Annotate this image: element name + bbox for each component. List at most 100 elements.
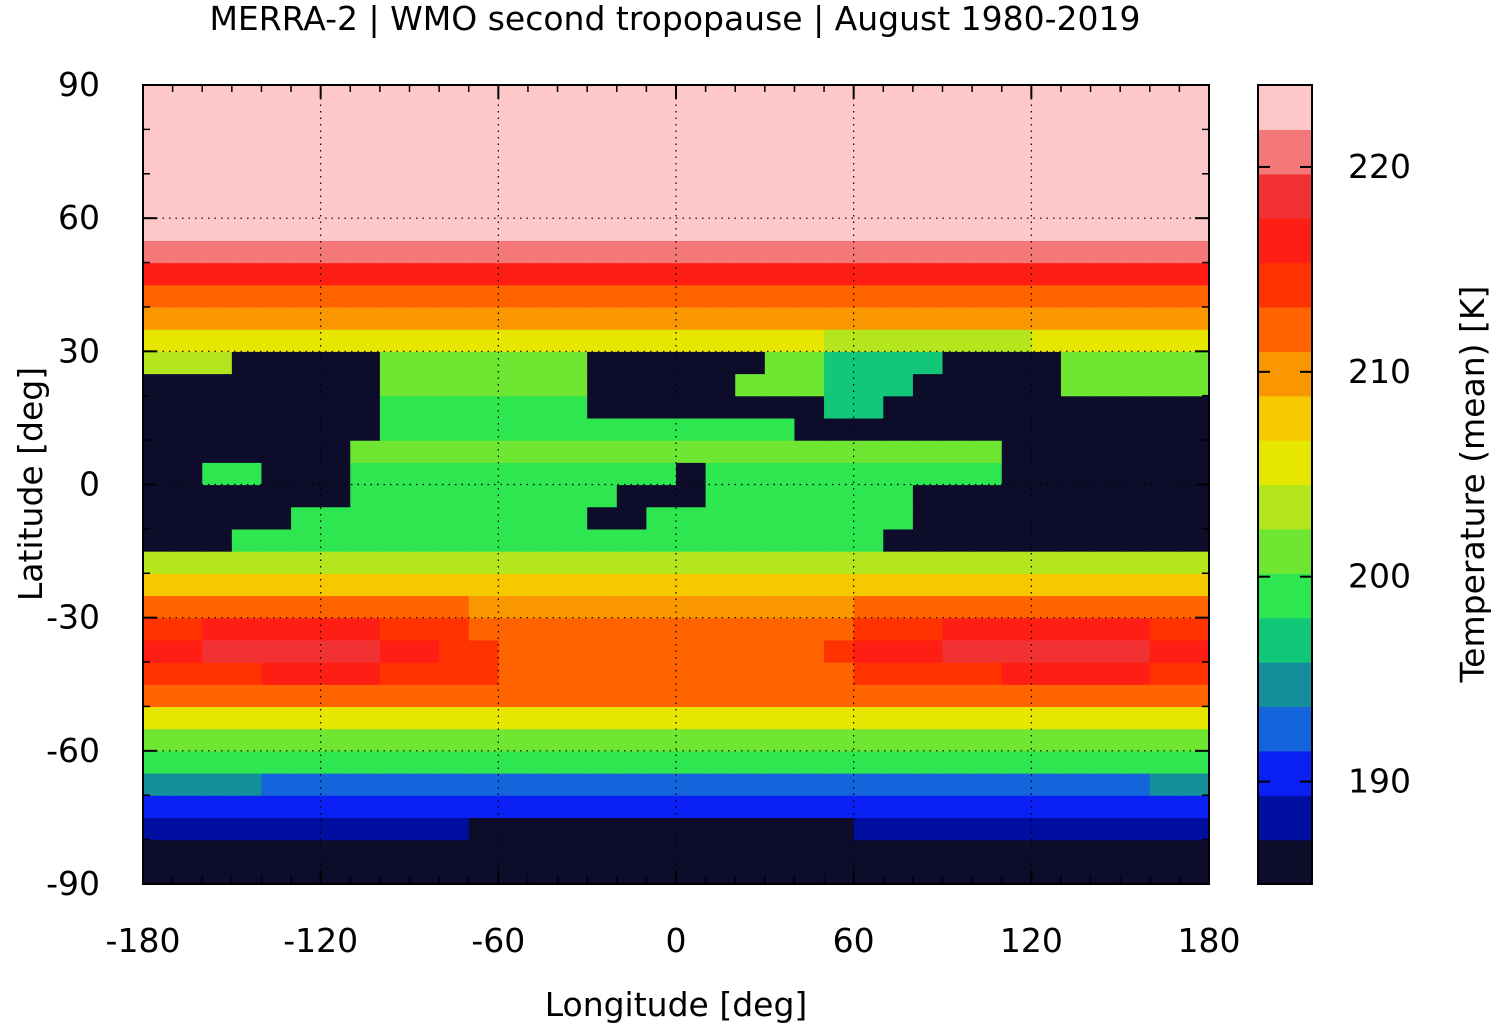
heatmap-cell [912,218,944,241]
heatmap-cell [379,817,411,841]
heatmap-cell [468,728,499,752]
heatmap-cell [883,528,914,552]
y-tick-label: 60 [58,198,100,237]
heatmap-cell [764,639,796,663]
heatmap-cell [231,595,263,619]
heatmap-cell [320,750,351,774]
heatmap-cell [883,240,914,264]
heatmap-cell [439,351,470,375]
heatmap-cell [587,795,618,819]
heatmap-cell [1001,528,1032,552]
heatmap-cell [1001,306,1032,330]
heatmap-cell [439,129,470,153]
heatmap-cell [883,462,914,486]
heatmap-cell [676,440,707,463]
heatmap-cell [853,462,884,486]
heatmap-cell [972,728,1003,752]
heatmap-cell [972,462,1003,486]
heatmap-cell [853,662,884,685]
heatmap-cell [824,617,855,641]
heatmap-cell [942,440,973,463]
heatmap-cell [409,85,440,108]
heatmap-cell [1060,395,1092,419]
heatmap-cell [350,595,381,619]
heatmap-cell [735,284,766,308]
heatmap-cell [1090,329,1121,352]
heatmap-cell [202,728,233,752]
heatmap-cell [202,795,233,819]
heatmap-cell [468,573,499,597]
heatmap-cell [1031,195,1062,219]
heatmap-cell [409,506,440,530]
heatmap-cell [824,795,855,819]
heatmap-cell [231,462,263,486]
heatmap-cell [735,750,766,774]
heatmap-cell [1060,417,1092,441]
heatmap-cell [409,240,440,264]
heatmap-cell [735,861,766,885]
heatmap-cell [1060,151,1092,175]
heatmap-cell [143,795,174,819]
heatmap-cell [853,129,884,153]
heatmap-cell [616,306,647,330]
heatmap-cell [1060,528,1092,552]
heatmap-cell [261,817,292,841]
heatmap-cell [557,306,588,330]
heatmap-cell [824,395,855,419]
heatmap-cell [1060,551,1092,574]
heatmap-cell [646,595,677,619]
heatmap-cell [853,284,884,308]
heatmap-cell [291,506,322,530]
x-axis-label: Longitude [deg] [545,985,808,1024]
heatmap-cell [705,795,736,819]
heatmap-cell [972,351,1003,375]
heatmap-cell [1120,240,1151,264]
heatmap-cell [1031,817,1062,841]
heatmap-cell [646,395,677,419]
heatmap-cell [350,861,381,885]
heatmap-cell [439,773,470,796]
heatmap-cell [616,861,647,885]
heatmap-cell [616,484,647,508]
heatmap-cell [883,773,914,796]
heatmap-cell [439,173,470,197]
heatmap-cell [350,817,381,841]
heatmap-cell [794,417,825,441]
heatmap-cell [972,329,1003,352]
heatmap-cell [587,617,618,641]
heatmap-cell [202,528,233,552]
heatmap-cell [1179,861,1210,885]
heatmap-cell [972,750,1003,774]
heatmap-cell [172,573,203,597]
heatmap-cell [557,85,588,108]
heatmap-cell [1060,462,1092,486]
heatmap-cell [379,595,411,619]
heatmap-cell [1149,839,1180,863]
heatmap-cell [439,795,470,819]
x-tick-label: -60 [471,921,525,960]
heatmap-cell [705,817,736,841]
heatmap-cell [764,773,796,796]
heatmap-cell [439,395,470,419]
heatmap-cell [202,107,233,130]
heatmap-cell [202,462,233,486]
heatmap-cell [468,595,499,619]
heatmap-cell [350,462,381,486]
heatmap-cell [824,662,855,685]
heatmap-cell [646,218,677,241]
heatmap-cell [646,773,677,796]
heatmap-cell [350,773,381,796]
heatmap-cell [883,440,914,463]
heatmap-cell [883,728,914,752]
heatmap-cell [1060,573,1092,597]
heatmap-cell [1149,795,1180,819]
heatmap-cell [912,551,944,574]
heatmap-cell [202,573,233,597]
heatmap-cell [1031,750,1062,774]
heatmap-cell [350,240,381,264]
colorbar-segment [1258,795,1312,841]
heatmap-cell [824,839,855,863]
heatmap-cell [616,262,647,286]
heatmap-cell [705,85,736,108]
heatmap-cell [1090,551,1121,574]
